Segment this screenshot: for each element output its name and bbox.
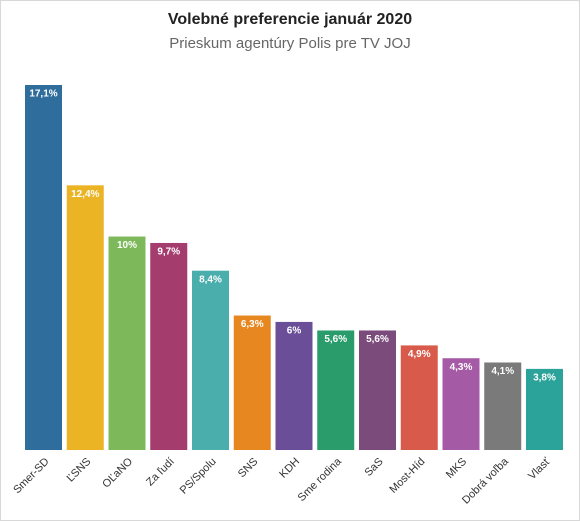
bar: [526, 368, 563, 450]
bar: [400, 345, 438, 450]
bar: [484, 362, 522, 450]
value-label: 6%: [287, 326, 302, 337]
value-label: 17,1%: [29, 89, 57, 100]
chart-title: Volebné preferencie január 2020: [168, 11, 412, 28]
value-label: 6,3%: [241, 319, 264, 330]
value-label: 8,4%: [199, 274, 222, 285]
bar: [359, 330, 396, 450]
bar: [233, 315, 271, 450]
bar: [442, 358, 480, 450]
value-label: 4,9%: [408, 349, 431, 360]
value-label: 3,8%: [533, 373, 556, 384]
bar: [275, 321, 313, 450]
value-label: 5,6%: [366, 334, 389, 345]
value-label: 12,4%: [71, 189, 99, 200]
value-label: 5,6%: [324, 334, 347, 345]
chart-subtitle: Prieskum agentúry Polis pre TV JOJ: [169, 35, 410, 52]
bar: [192, 270, 229, 450]
value-label: 9,7%: [157, 247, 180, 258]
bar: [66, 185, 104, 450]
bar: [150, 242, 188, 450]
value-label: 10%: [117, 240, 137, 251]
bar: [108, 236, 146, 450]
bar: [317, 330, 355, 450]
bar: [25, 85, 62, 450]
value-label: 4,3%: [450, 362, 473, 373]
value-label: 4,1%: [491, 366, 514, 377]
